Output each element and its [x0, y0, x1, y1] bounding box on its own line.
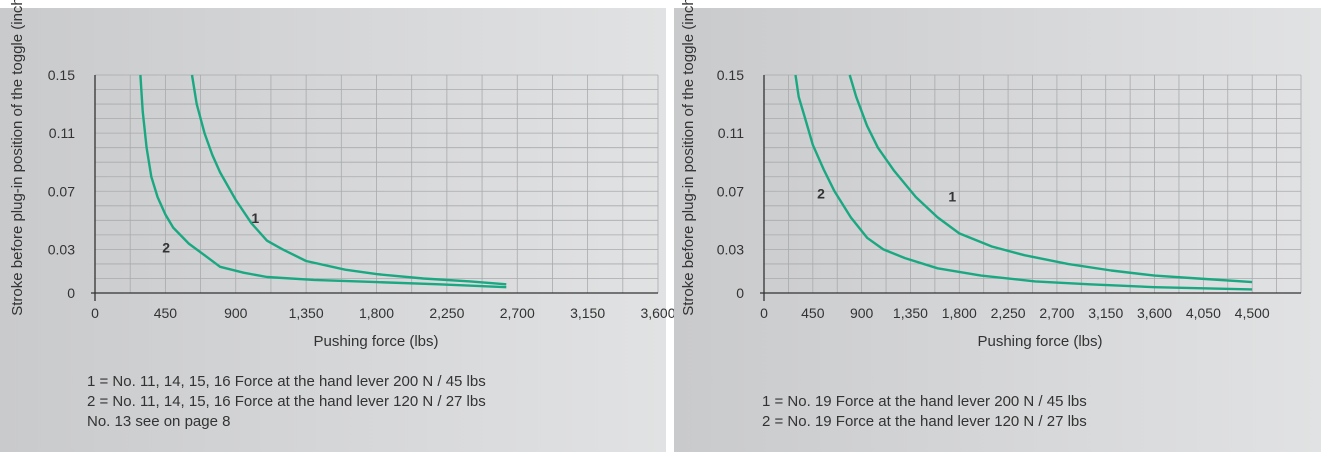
chart-left: 0 450 900 1,350 1,800 2,250 2,700 3,150 3,600 0 0.…	[9, 0, 676, 350]
x-tick-label: 2,250	[429, 305, 464, 321]
y-tick-label: 0.15	[48, 67, 75, 83]
x-tick-label: 900	[850, 305, 874, 321]
legend-entry-2: 2 = No. 11, 14, 15, 16 Force at the hand…	[87, 393, 486, 410]
x-tick-label: 3,150	[1088, 305, 1123, 321]
x-tick-label: 2,700	[1039, 305, 1074, 321]
grid	[764, 74, 1302, 293]
y-tick-label: 0.03	[717, 241, 744, 257]
y-tick-label: 0.11	[718, 125, 744, 141]
legend-left: 1 = No. 11, 14, 15, 16 Force at the hand…	[87, 372, 486, 432]
y-axis-label: Stroke before plug-in position of the to…	[9, 0, 26, 316]
legend-entry-1: 1 = No. 19 Force at the hand lever 200 N…	[762, 393, 1087, 410]
series-2-line	[139, 74, 507, 289]
series-2-label: 2	[162, 239, 170, 255]
x-tick-label: 2,250	[991, 305, 1026, 321]
series-2-label: 2	[817, 186, 825, 202]
y-tick-label: 0.11	[49, 125, 75, 141]
y-tick-label: 0.07	[717, 183, 744, 199]
y-tick-label: 0.07	[48, 183, 75, 199]
y-tick-label: 0.03	[48, 241, 75, 257]
chart-panel-left: 0 450 900 1,350 1,800 2,250 2,700 3,150 3,600 0 0.…	[0, 0, 676, 452]
legend-entry-2: 2 = No. 19 Force at the hand lever 120 N…	[762, 413, 1087, 430]
y-tick-label: 0	[67, 285, 75, 301]
y-tick-label: 0.15	[717, 67, 744, 83]
x-tick-label: 1,800	[359, 305, 394, 321]
x-tick-label: 450	[801, 305, 825, 321]
x-tick-label: 3,600	[640, 305, 675, 321]
x-axis-label: Pushing force (lbs)	[313, 333, 438, 350]
legend-right: 1 = No. 19 Force at the hand lever 200 N…	[762, 392, 1087, 432]
x-tick-label: 900	[224, 305, 248, 321]
x-tick-label: 450	[154, 305, 178, 321]
x-tick-label: 0	[91, 305, 99, 321]
grid	[95, 74, 659, 293]
series-1-label: 1	[948, 188, 956, 204]
y-tick-label: 0	[736, 285, 744, 301]
legend-entry-1: 1 = No. 11, 14, 15, 16 Force at the hand…	[87, 373, 486, 390]
x-tick-label: 1,350	[289, 305, 324, 321]
series-1-line	[848, 74, 1253, 284]
x-tick-label: 3,150	[570, 305, 605, 321]
x-tick-label: 2,700	[500, 305, 535, 321]
series-1-label: 1	[251, 210, 259, 226]
x-tick-label: 4,500	[1235, 305, 1270, 321]
chart-right: 0 450 900 1,350 1,800 2,250 2,700 3,150 3,600 4,0…	[680, 0, 1302, 350]
x-tick-label: 4,050	[1186, 305, 1221, 321]
x-tick-label: 3,600	[1137, 305, 1172, 321]
x-tick-label: 1,350	[893, 305, 928, 321]
x-tick-label: 0	[760, 305, 768, 321]
x-tick-label: 1,800	[942, 305, 977, 321]
series-1-line	[190, 74, 507, 286]
y-axis-label: Stroke before plug-in position of the to…	[680, 0, 697, 316]
x-axis-label: Pushing force (lbs)	[977, 333, 1102, 350]
legend-note: No. 13 see on page 8	[87, 413, 231, 430]
chart-panel-right: 0 450 900 1,350 1,800 2,250 2,700 3,150 3,600 4,0…	[674, 0, 1321, 452]
series-2-line	[794, 74, 1253, 291]
